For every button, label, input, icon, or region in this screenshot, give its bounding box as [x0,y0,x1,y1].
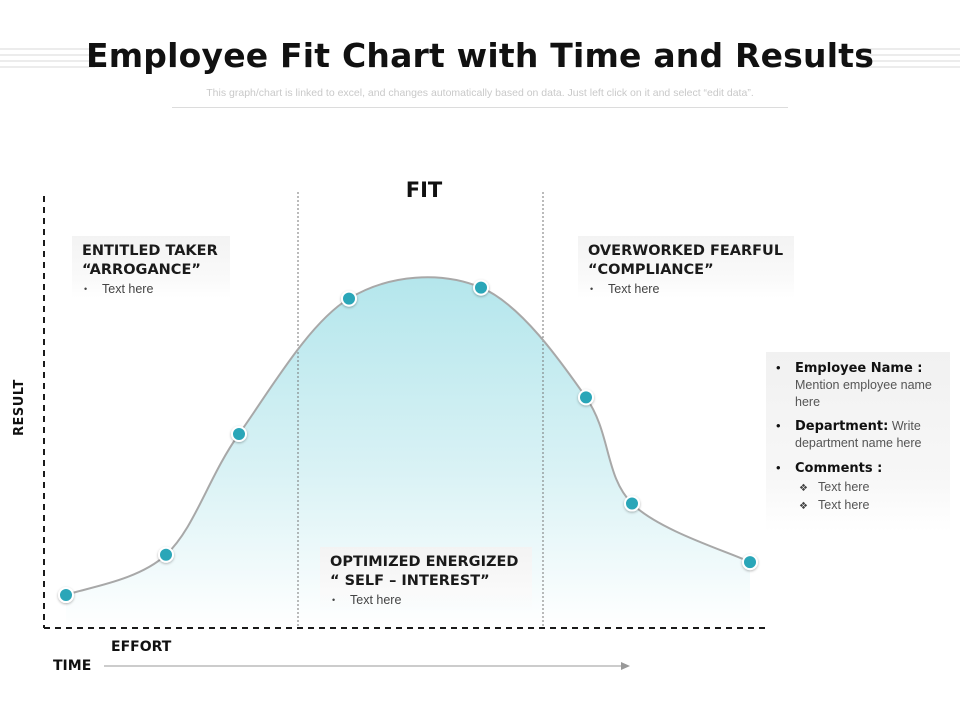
data-point-3[interactable] [231,426,247,442]
info-comments: • Comments : [776,459,883,476]
time-label: TIME [53,658,92,674]
info-department: • Department: Write department name here [776,418,922,450]
comment-item: ❖ Text here [799,479,870,494]
data-point-8[interactable] [742,554,758,571]
data-point-5[interactable] [473,279,489,296]
page-title: Employee Fit Chart with Time and Results [85,36,875,75]
zone-title: OVERWORKED FEARFUL “COMPLIANCE” [588,243,784,278]
time-arrow-head [621,662,630,670]
zone-bullet: • Text here [332,593,402,607]
fit-label: FIT [405,178,443,202]
zone-bullet: • Text here [590,282,660,296]
info-employee-name: • Employee Name : Mention employee name … [776,360,932,409]
zone-optimized-energized: OPTIMIZED ENERGIZED “ SELF – INTEREST” •… [320,547,532,611]
zone-entitled-taker: ENTITLED TAKER “ARROGANCE” • Text here [72,236,230,298]
subtitle-divider [172,107,788,108]
data-point-4[interactable] [341,290,357,307]
employee-info-panel: • Employee Name : Mention employee name … [766,352,950,532]
data-point-6[interactable] [578,389,594,406]
data-point-2[interactable] [158,546,174,563]
data-point-7[interactable] [624,495,640,512]
zone-title: OPTIMIZED ENERGIZED “ SELF – INTEREST” [330,554,519,589]
title-decoration-right [865,48,960,70]
data-points [58,279,758,604]
title-decoration-left [0,48,95,70]
zone-bullet: • Text here [84,282,154,296]
y-axis-label: RESULT [12,379,27,436]
page-subtitle: This graph/chart is linked to excel, and… [206,87,754,99]
fit-curve [65,276,751,596]
curve-area [66,277,750,628]
x-axis-label: EFFORT [111,639,172,655]
comment-item: ❖ Text here [799,498,870,512]
data-point-1[interactable] [58,587,74,604]
zone-title: ENTITLED TAKER “ARROGANCE” [82,243,218,278]
zone-overworked-fearful: OVERWORKED FEARFUL “COMPLIANCE” • Text he… [578,236,794,298]
